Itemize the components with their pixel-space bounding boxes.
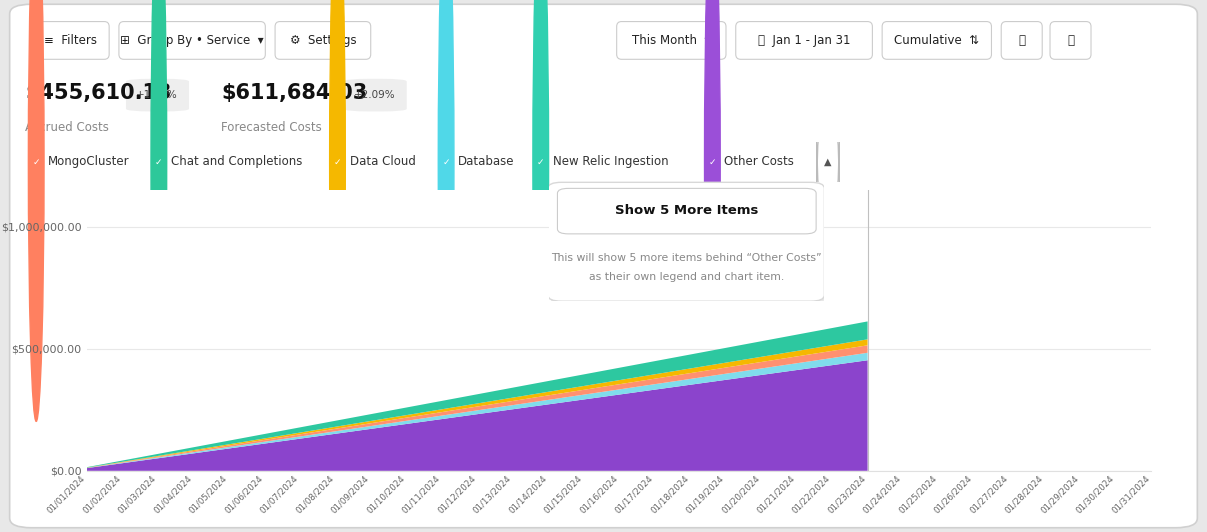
Text: ≡  Filters: ≡ Filters: [43, 34, 97, 47]
Text: ✓: ✓: [709, 157, 716, 167]
FancyBboxPatch shape: [344, 79, 407, 112]
Text: ✓: ✓: [442, 157, 450, 167]
FancyBboxPatch shape: [126, 79, 189, 112]
Text: as their own legend and chart item.: as their own legend and chart item.: [589, 272, 785, 282]
Text: This Month  ▾: This Month ▾: [632, 34, 711, 47]
Text: Forecasted Costs: Forecasted Costs: [221, 121, 321, 134]
Circle shape: [330, 0, 345, 421]
Text: ▲: ▲: [824, 157, 832, 167]
Text: $611,684.03: $611,684.03: [221, 83, 367, 103]
FancyBboxPatch shape: [550, 184, 824, 305]
FancyBboxPatch shape: [617, 22, 725, 59]
FancyBboxPatch shape: [1050, 22, 1091, 59]
Text: Data Cloud: Data Cloud: [350, 155, 415, 169]
FancyBboxPatch shape: [548, 182, 824, 301]
Text: 🗓  Jan 1 - Jan 31: 🗓 Jan 1 - Jan 31: [758, 34, 850, 47]
Text: +2.09%: +2.09%: [354, 90, 396, 100]
FancyBboxPatch shape: [817, 76, 840, 248]
Text: ⊞  Group By • Service  ▾: ⊞ Group By • Service ▾: [121, 34, 264, 47]
Text: Show 5 More Items: Show 5 More Items: [616, 204, 758, 217]
Text: 〜: 〜: [1067, 34, 1074, 47]
Text: New Relic Ingestion: New Relic Ingestion: [553, 155, 669, 169]
Text: ✓: ✓: [33, 157, 40, 167]
FancyBboxPatch shape: [558, 188, 816, 234]
Text: Other Costs: Other Costs: [724, 155, 794, 169]
Text: ⚙  Settings: ⚙ Settings: [290, 34, 356, 47]
Text: MongoCluster: MongoCluster: [48, 155, 130, 169]
Text: This will show 5 more items behind “Other Costs”: This will show 5 more items behind “Othe…: [552, 253, 822, 262]
Text: +1.51%: +1.51%: [136, 90, 177, 100]
Text: ✓: ✓: [537, 157, 544, 167]
Circle shape: [151, 0, 167, 421]
FancyBboxPatch shape: [736, 22, 873, 59]
FancyBboxPatch shape: [882, 22, 991, 59]
FancyBboxPatch shape: [119, 22, 266, 59]
FancyBboxPatch shape: [275, 22, 371, 59]
Text: Cumulative  ⇅: Cumulative ⇅: [894, 34, 979, 47]
Circle shape: [533, 0, 549, 421]
Text: Database: Database: [459, 155, 514, 169]
FancyBboxPatch shape: [1002, 22, 1042, 59]
Circle shape: [28, 0, 43, 421]
Text: ⛰: ⛰: [1019, 34, 1025, 47]
Text: Accrued Costs: Accrued Costs: [25, 121, 109, 134]
Circle shape: [705, 0, 721, 421]
Text: Chat and Completions: Chat and Completions: [171, 155, 302, 169]
Text: ✓: ✓: [333, 157, 342, 167]
Text: ✓: ✓: [154, 157, 163, 167]
FancyBboxPatch shape: [31, 22, 109, 59]
Circle shape: [438, 0, 454, 421]
Text: $455,610.13: $455,610.13: [25, 83, 171, 103]
